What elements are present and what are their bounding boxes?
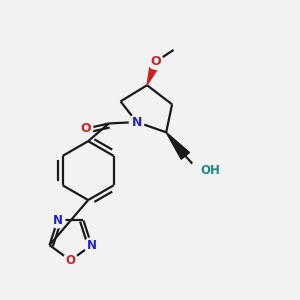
Circle shape	[84, 238, 99, 253]
Polygon shape	[147, 60, 161, 85]
Text: O: O	[65, 254, 76, 267]
Text: N: N	[132, 116, 142, 128]
Polygon shape	[166, 132, 189, 159]
Circle shape	[129, 115, 144, 129]
Text: N: N	[86, 239, 97, 252]
Text: O: O	[80, 122, 91, 135]
Circle shape	[63, 253, 78, 268]
Text: O: O	[151, 55, 161, 68]
Text: OH: OH	[200, 164, 220, 177]
Text: N: N	[52, 214, 62, 227]
Circle shape	[50, 213, 65, 228]
Circle shape	[78, 121, 93, 136]
Circle shape	[190, 162, 207, 179]
Circle shape	[148, 54, 164, 69]
